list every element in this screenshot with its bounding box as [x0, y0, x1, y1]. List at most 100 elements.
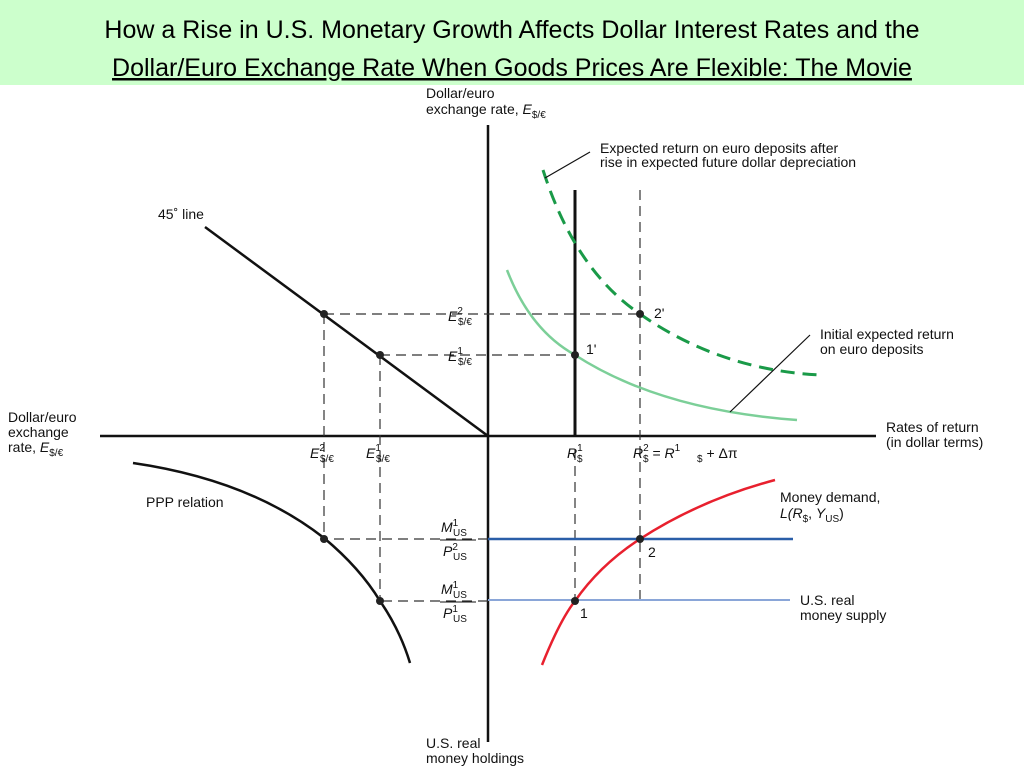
symbol: E — [448, 348, 458, 364]
axis-label: Rates of return — [886, 419, 979, 435]
subscript: US — [453, 590, 467, 601]
axis-label: rate, E$/€ — [8, 439, 64, 459]
subscript: $/€ — [532, 110, 546, 121]
r-label: R1 $ — [567, 443, 583, 465]
curve-label: 45˚ line — [158, 206, 204, 222]
subscript: $/€ — [376, 454, 390, 465]
axis-label: exchange — [8, 424, 69, 440]
ppp-curve — [132, 461, 412, 664]
text: L( — [780, 505, 794, 521]
point-label: 1 — [580, 605, 588, 621]
point — [636, 535, 644, 543]
symbol: E — [448, 308, 458, 324]
guide-lines — [323, 190, 641, 602]
e-label: E1 $/€ — [448, 346, 472, 368]
superscript: 2 — [452, 542, 458, 553]
axis-label: Dollar/euro — [426, 85, 495, 101]
superscript: 1 — [457, 346, 463, 357]
subscript: $ — [803, 514, 809, 525]
axis-label: Dollar/euro — [8, 409, 77, 425]
points — [320, 310, 644, 605]
new-euro-return-curve — [541, 169, 821, 377]
curve-label: Expected return on euro deposits after — [600, 140, 838, 156]
axis-label: U.S. real — [426, 735, 480, 751]
subscript: $/€ — [320, 454, 334, 465]
subscript: US — [453, 552, 467, 563]
money-numerator: M1 US — [441, 580, 467, 601]
superscript: 1 — [675, 443, 681, 454]
e-label: E2 $/€ — [310, 443, 334, 465]
symbol: P — [443, 605, 453, 621]
superscript: 2 — [643, 443, 649, 454]
curve-label: on euro deposits — [820, 341, 924, 357]
axis-label: exchange rate, E$/€ — [426, 101, 546, 121]
symbol: R — [792, 505, 802, 521]
superscript: 1 — [453, 518, 459, 529]
subscript: $ — [697, 454, 703, 465]
subscript: $ — [577, 454, 583, 465]
point — [571, 351, 579, 359]
curve-label: U.S. real — [800, 592, 854, 608]
money-denominator: P1 US — [443, 604, 467, 625]
curve-label: rise in expected future dollar depreciat… — [600, 154, 856, 170]
point-label: 2' — [654, 305, 664, 321]
point — [636, 310, 644, 318]
point — [571, 597, 579, 605]
curve-label: L(R$, YUS) — [780, 505, 844, 525]
superscript: 1 — [577, 443, 583, 454]
symbol: Y — [816, 505, 827, 521]
leader-line — [544, 151, 591, 179]
symbol: E — [310, 445, 320, 461]
symbol: E — [40, 439, 50, 455]
text: = — [649, 445, 665, 461]
curve-label: Initial expected return — [820, 326, 954, 342]
curve-label: Money demand, — [780, 489, 880, 505]
money-demand-curve — [540, 478, 776, 666]
point — [376, 597, 384, 605]
superscript: 1 — [375, 443, 381, 454]
superscript: 2 — [319, 443, 325, 454]
subscript: $/€ — [458, 357, 472, 368]
initial-euro-return-curve — [505, 269, 798, 422]
symbol: R — [567, 445, 577, 461]
title: Dollar/Euro Exchange Rate When Goods Pri… — [112, 54, 912, 82]
point — [320, 535, 328, 543]
r-label: R2 $ = R1$ + Δπ — [633, 443, 738, 465]
point-label: 1' — [586, 341, 596, 357]
title: How a Rise in U.S. Monetary Growth Affec… — [104, 16, 919, 44]
axis-label: money holdings — [426, 750, 524, 766]
e-label: E2 $/€ — [448, 306, 472, 328]
point — [320, 310, 328, 318]
subscript: $ — [643, 454, 649, 465]
subscript: US — [453, 528, 467, 539]
superscript: 1 — [452, 604, 458, 615]
title-banner — [0, 0, 1024, 85]
symbol: M — [441, 581, 453, 597]
curve-label: PPP relation — [146, 494, 224, 510]
superscript: 2 — [457, 306, 463, 317]
subscript: US — [453, 614, 467, 625]
point-label: 2 — [648, 544, 656, 560]
symbol: M — [441, 519, 453, 535]
text: , — [808, 505, 816, 521]
symbol: E — [366, 445, 376, 461]
text: rate, — [8, 439, 40, 455]
text: + Δπ — [703, 445, 738, 461]
line-45 — [204, 225, 489, 438]
axis-label: (in dollar terms) — [886, 434, 983, 450]
money-denominator: P2 US — [443, 542, 467, 563]
point — [376, 351, 384, 359]
subscript: $/€ — [49, 448, 63, 459]
symbol: E — [523, 101, 533, 117]
subscript: $/€ — [458, 317, 472, 328]
text: exchange rate, — [426, 101, 523, 117]
text: ) — [839, 505, 844, 521]
leader-line — [729, 334, 811, 413]
symbol: R — [665, 445, 675, 461]
money-numerator: M1 US — [441, 518, 467, 539]
superscript: 1 — [453, 580, 459, 591]
e-label: E1 $/€ — [366, 443, 390, 465]
symbol: P — [443, 543, 453, 559]
